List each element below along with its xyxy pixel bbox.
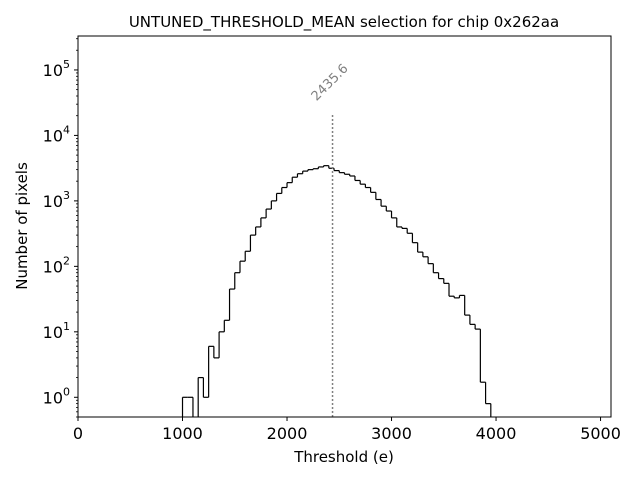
y-tick-label: 102 <box>43 254 70 276</box>
plot-area: 2435.6 <box>181 61 492 417</box>
x-axis-label: Threshold (e) <box>293 448 394 466</box>
plot-frame <box>77 35 612 418</box>
x-tick-label: 0 <box>73 424 83 443</box>
x-tick-label: 3000 <box>371 424 412 443</box>
chart-title: UNTUNED_THRESHOLD_MEAN selection for chi… <box>129 13 559 32</box>
y-tick-label: 103 <box>43 189 70 211</box>
y-axis-label: Number of pixels <box>13 162 31 290</box>
x-tick-label: 1000 <box>162 424 203 443</box>
x-tick-label: 2000 <box>267 424 308 443</box>
y-tick-label: 101 <box>43 320 70 342</box>
y-tick-label: 100 <box>43 385 70 407</box>
y-axis: 100 101 102 103 104 105 <box>43 38 78 418</box>
reference-line-label: 2435.6 <box>309 61 352 104</box>
y-tick-label: 105 <box>43 58 70 80</box>
x-axis: 0 1000 2000 3000 4000 5000 <box>73 417 621 443</box>
x-tick-label: 4000 <box>476 424 517 443</box>
y-tick-label: 104 <box>43 123 70 145</box>
x-tick-label: 5000 <box>580 424 621 443</box>
